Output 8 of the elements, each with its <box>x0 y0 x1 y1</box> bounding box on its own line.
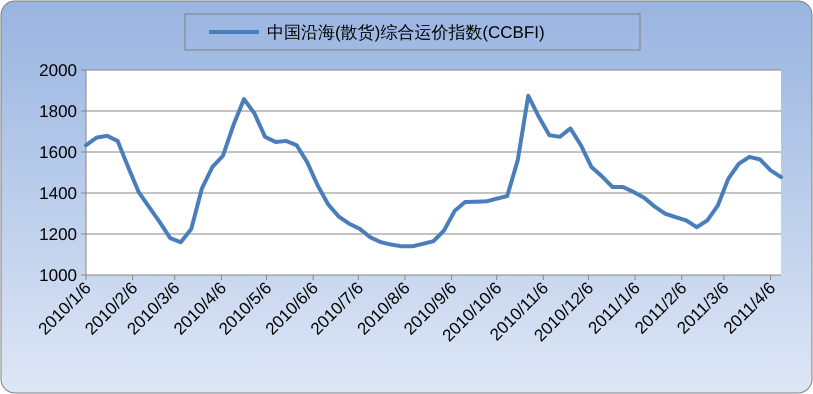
legend-label: 中国沿海(散货)综合运价指数(CCBFI) <box>267 23 545 42</box>
y-tick-label: 1600 <box>39 143 77 162</box>
y-tick-label: 1800 <box>39 102 77 121</box>
line-series <box>84 94 783 248</box>
y-tick-label: 1000 <box>39 266 77 285</box>
y-tick-label: 2000 <box>39 61 77 80</box>
y-tick-label: 1200 <box>39 225 77 244</box>
y-tick-label: 1400 <box>39 184 77 203</box>
